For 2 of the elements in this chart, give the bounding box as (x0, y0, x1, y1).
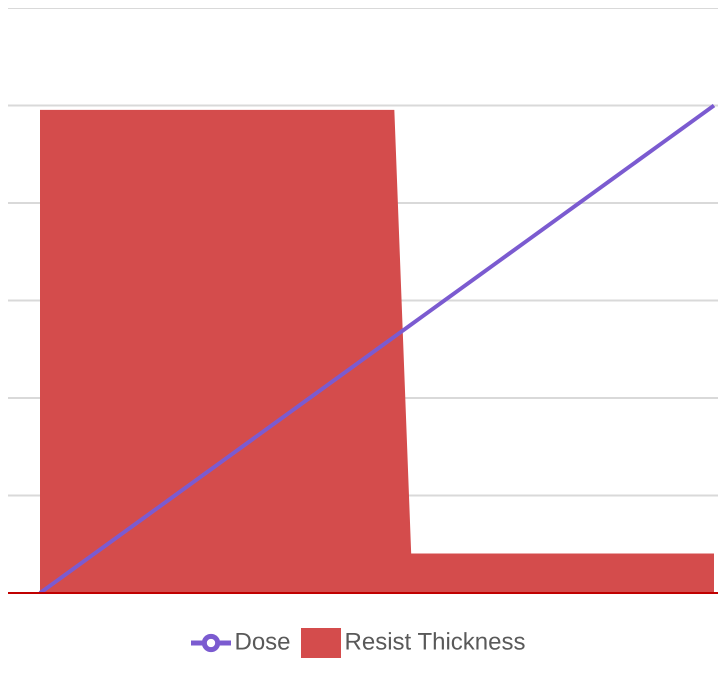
legend-label: Resist Thickness (344, 628, 526, 656)
legend-label: Dose (234, 628, 291, 656)
